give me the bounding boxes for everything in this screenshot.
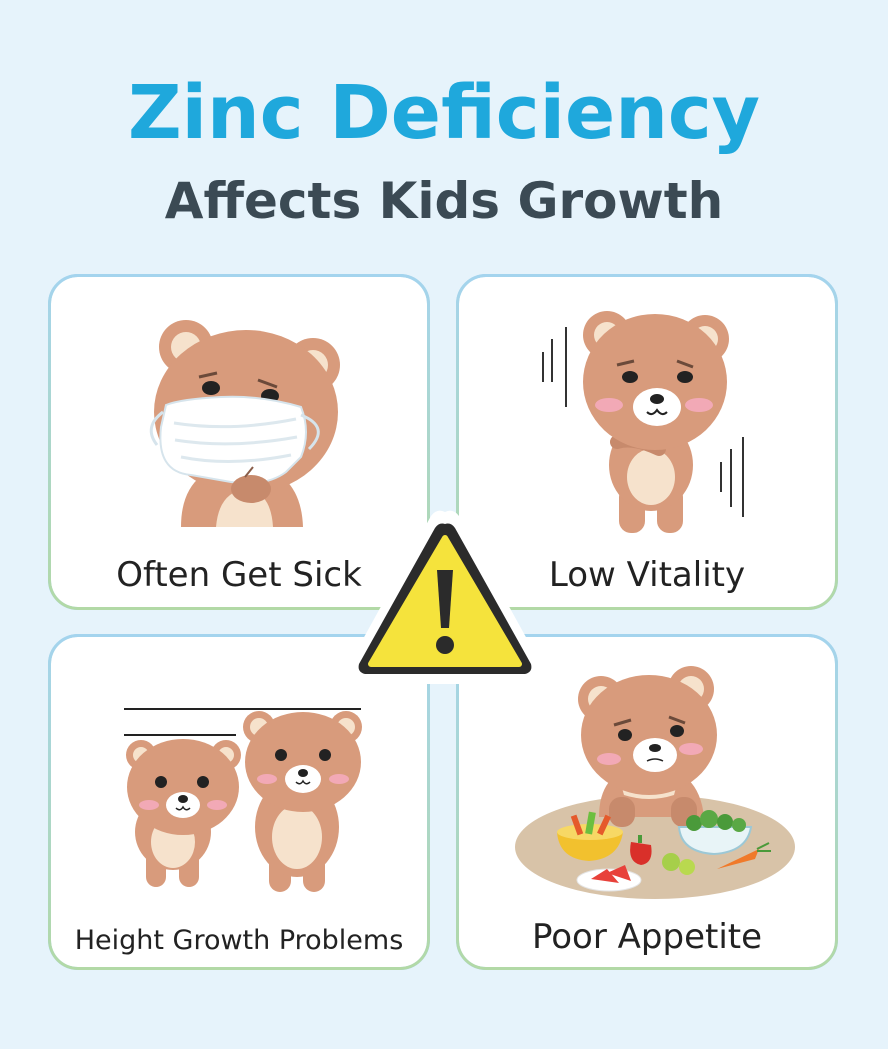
bear-food-table-icon [515,666,795,899]
card-often-get-sick: Often Get Sick [48,274,430,610]
warning-triangle-icon [346,510,544,684]
card-label: Poor Appetite [531,917,763,957]
card-low-vitality: Low Vitality [456,274,838,610]
masked-bear-icon [149,320,340,527]
card-label: Height Growth Problems [74,925,404,956]
page-title: Zinc Deficiency [128,70,760,156]
page-subtitle: Affects Kids Growth [164,172,724,230]
card-poor-appetite: Poor Appetite [456,634,838,970]
two-bears-height-icon [124,708,362,892]
tired-bear-icon [542,311,744,533]
card-label: Often Get Sick [116,555,362,595]
card-label: Low Vitality [548,555,746,595]
card-height-growth-problems: Height Growth Problems [48,634,430,970]
